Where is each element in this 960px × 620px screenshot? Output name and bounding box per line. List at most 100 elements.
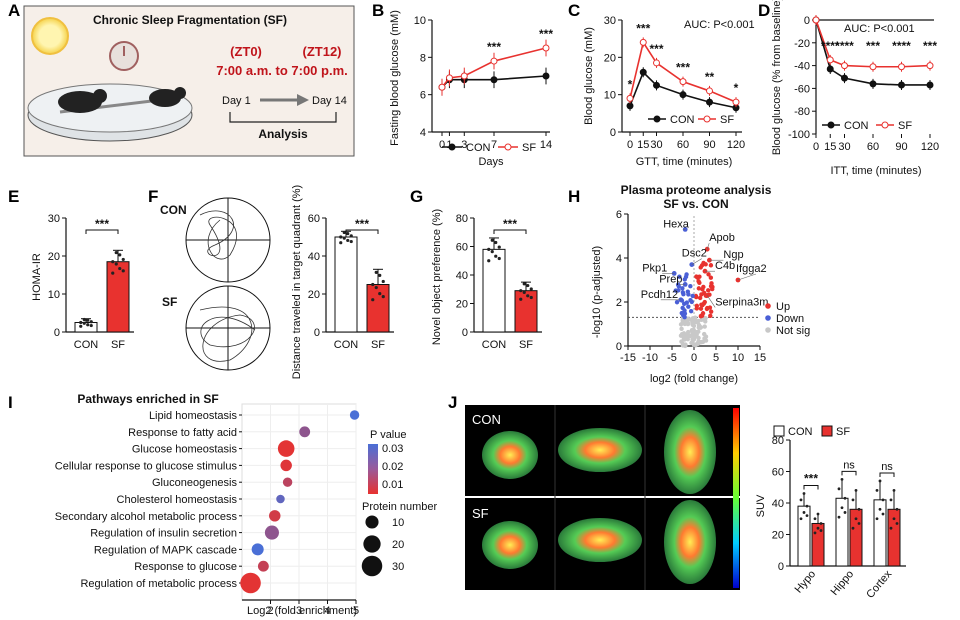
panel-label-b: B [372,1,384,20]
volcano-point-down-25 [680,286,685,291]
dot-con-0 [487,259,491,263]
dot-sf-hypo-5 [819,529,823,532]
dot-con-4 [487,247,491,251]
panel-c-ytick-label-3: 30 [604,15,616,27]
dot-con-2 [494,240,498,245]
panel-f-ytick-label-2: 40 [308,251,320,263]
dot-con-7 [497,245,501,249]
mouse-2-icon [149,89,181,107]
panel-c-ytick-label-2: 20 [604,52,616,64]
legend-notsig-marker [765,327,771,333]
panel-label-f: F [148,187,158,206]
sf-swim-path [199,306,256,362]
dot-con-cortex-4 [878,479,882,483]
pathway-label-1: Response to fatty acid [128,427,237,439]
legend-up-marker [765,303,771,309]
volcano-point-up-33 [699,302,704,307]
track-label-con: CON [160,203,187,217]
dot-sf-cortex-3 [889,498,893,502]
point-con-4 [542,72,550,80]
point-sf-3 [869,63,877,71]
panel-b-fasting-glucose: Fasting blood glucose (mM) 46810013714 *… [389,10,553,168]
pathway-label-5: Cholesterol homeostasis [117,494,238,506]
dot-con-hypo-3 [799,498,803,502]
point-sf-4 [542,44,550,52]
xlabel-cortex: Cortex [864,568,894,601]
pathway-dot-3 [280,459,292,472]
sig-bracket-f [345,229,379,234]
panel-d-xtick-label-2: 30 [838,141,850,153]
volcano-label-dsc2: Dsc2 [682,248,707,260]
volcano-label-ngp: Ngp [723,249,743,261]
legend-sf-swatch-j [821,425,833,437]
dot-con-hippo-4 [840,477,844,481]
pathway-dot-4 [282,477,293,487]
dot-con-hippo-5 [843,511,847,514]
dot-sf-cortex-5 [895,522,899,525]
panel-g-ytick-label-1: 20 [456,299,468,311]
panel-h-xlabel: log2 (fold change) [650,373,738,385]
size-legend-dot-2 [361,555,383,577]
panel-c-ytick-label-0: 0 [610,127,616,139]
pathway-label-3: Cellular response to glucose stimulus [55,460,238,472]
point-sf-0 [626,94,634,102]
legend-up-label: Up [776,301,790,313]
dot-sf-cortex-0 [889,526,893,530]
dot-con-hippo-1 [840,506,844,510]
dot-sf-7 [381,279,385,284]
sig-marker-b-0: *** [487,40,501,54]
panel-h-xtick-label-5: 10 [732,352,744,364]
sig-marker-d-3: **** [892,39,911,53]
volcano-point-up-13 [693,293,699,299]
volcano-point-up-26 [701,284,706,290]
panel-label-e: E [8,187,19,206]
dot-con-hippo-2 [843,496,847,500]
volcano-point-up-43 [698,306,704,311]
dot-sf-2 [378,273,382,277]
sig-marker-e: *** [95,217,109,231]
colorbar-tick-2: 0.02 [382,461,403,473]
xlabel-sf-f: SF [371,339,385,351]
panel-b-xtick-label-2: 3 [461,139,467,151]
dot-sf-hypo-0 [813,531,817,535]
pathway-dot-7 [264,525,279,540]
size-legend-dot-0 [365,515,379,529]
dot-sf-6 [118,266,122,271]
pet-con-coronal [482,431,538,479]
volcano-point-down-7 [675,282,681,287]
panel-e-homa-ir: HOMA-IR 0 10 20 30 CON SF *** [31,213,134,351]
panel-d-ytick-label-5: 0 [804,15,810,27]
volcano-point-down-19 [676,288,681,293]
pathway-dot-6 [269,510,281,522]
panel-d-ytick-label-3: -40 [794,61,810,73]
dot-con-1 [490,250,494,254]
dot-sf-hippo-4 [854,489,858,492]
schematic-title: Chronic Sleep Fragmentation (SF) [93,13,287,27]
volcano-point-up-41 [703,262,708,267]
point-con-4 [898,81,905,89]
panel-f-ytick-label-0: 0 [314,327,320,339]
point-sf-2 [841,62,848,70]
volcano-point-down-15 [674,300,680,305]
series-con-line-c [629,70,737,109]
panel-c-auc: AUC: P<0.001 [684,19,755,31]
sig-marker-b-1: *** [539,27,553,41]
legend-con-swatch-j [773,425,785,437]
panel-c-ytick-label-1: 10 [604,90,616,102]
colorbar-label: P value [370,429,407,441]
panel-b-xlabel: Days [478,156,504,168]
sig-marker-cortex: ns [881,461,893,473]
panel-j-ytick-label-3: 60 [772,467,784,479]
volcano-point-up-10 [696,286,702,291]
point-sf-4 [706,87,713,95]
dot-con-7 [89,320,93,324]
volcano-point-notsig-38 [703,319,708,324]
volcano-label-pcdh12: Pcdh12 [641,289,678,301]
legend-con-label-b: CON [466,142,491,154]
zt0-label: (ZT0) [230,44,262,59]
dot-sf-1 [374,285,378,290]
volcano-labeled-point-3 [689,262,695,267]
dot-con-0 [79,324,83,328]
colorbar-tick-1: 0.03 [382,443,403,455]
